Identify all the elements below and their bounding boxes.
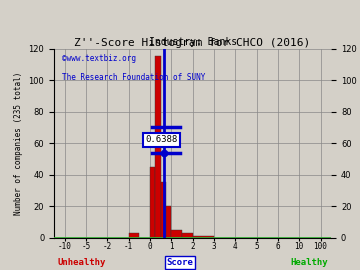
Bar: [171, 230, 182, 238]
Text: The Research Foundation of SUNY: The Research Foundation of SUNY: [62, 73, 206, 82]
Text: Industry: Banks: Industry: Banks: [149, 37, 237, 47]
Text: Healthy: Healthy: [290, 258, 328, 267]
Bar: [182, 233, 193, 238]
Bar: [155, 56, 161, 238]
Title: Z''-Score Histogram for CHCO (2016): Z''-Score Histogram for CHCO (2016): [75, 38, 311, 48]
Text: Unhealthy: Unhealthy: [58, 258, 106, 267]
Y-axis label: Number of companies (235 total): Number of companies (235 total): [14, 71, 23, 215]
Text: Score: Score: [167, 258, 193, 267]
Bar: [166, 206, 171, 238]
Bar: [193, 236, 214, 238]
Bar: [129, 233, 139, 238]
Text: ©www.textbiz.org: ©www.textbiz.org: [62, 54, 136, 63]
Text: 0.6388: 0.6388: [146, 136, 178, 144]
Bar: [161, 183, 166, 238]
Bar: [150, 167, 155, 238]
